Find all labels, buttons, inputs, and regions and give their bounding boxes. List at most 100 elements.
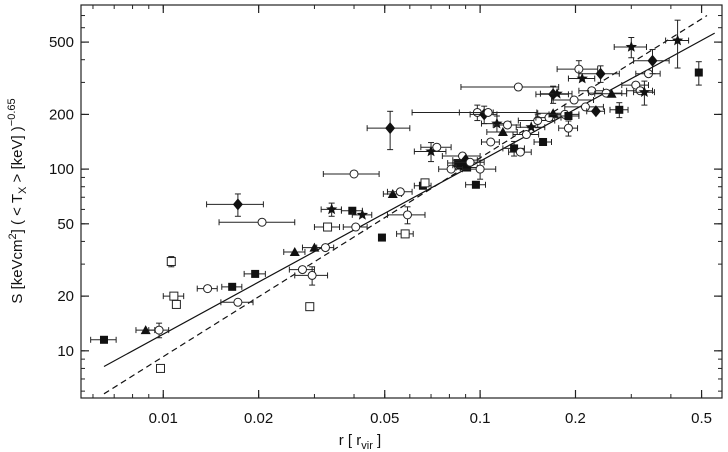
data-point xyxy=(539,87,573,99)
open-circle-marker xyxy=(257,217,267,227)
data-point xyxy=(533,137,552,146)
open-circle-marker xyxy=(432,142,442,152)
data-point xyxy=(221,282,243,291)
star-marker xyxy=(638,86,651,97)
open-circle-marker xyxy=(297,265,307,275)
y-tick-label: 10 xyxy=(57,343,74,360)
x-tick-label: 0.2 xyxy=(565,410,586,427)
x-axis-label: r [ rvir ] xyxy=(339,432,381,452)
star-marker xyxy=(625,41,637,52)
filled-square-marker xyxy=(348,206,357,215)
star-marker xyxy=(425,145,437,157)
filled-diamond-marker xyxy=(595,67,606,80)
y-tick-label: 100 xyxy=(49,161,74,178)
open-circle-marker xyxy=(349,169,359,179)
filled-diamond-marker xyxy=(590,105,601,118)
star-marker xyxy=(551,87,563,99)
open-circle-marker xyxy=(521,130,531,140)
open-circle-marker xyxy=(483,107,493,117)
open-circle-marker xyxy=(203,284,213,294)
star-marker xyxy=(491,117,503,129)
data-point xyxy=(556,111,580,120)
data-point xyxy=(243,269,266,278)
open-circle-marker xyxy=(569,95,579,105)
filled-square-marker xyxy=(99,335,108,344)
data-point xyxy=(386,187,413,197)
data-point xyxy=(556,60,599,80)
filled-diamond-marker xyxy=(548,88,559,101)
y-tick-label: 50 xyxy=(57,216,74,233)
data-point xyxy=(155,363,165,373)
solid-fit-line xyxy=(103,32,715,368)
x-tick-label: 0.01 xyxy=(149,410,178,427)
data-point xyxy=(465,180,487,189)
y-tick-label: 20 xyxy=(57,288,74,305)
open-circle-marker xyxy=(502,120,512,130)
filled-square-marker xyxy=(463,163,472,172)
data-point xyxy=(316,243,335,253)
open-circle-marker xyxy=(233,297,243,307)
x-tick-label: 0.1 xyxy=(470,410,491,427)
data-point xyxy=(288,265,315,275)
y-axis-ticks: 10 20 50 100 200 500 xyxy=(49,4,722,392)
open-circle-marker xyxy=(465,157,475,167)
data-point xyxy=(633,49,670,75)
filled-triangle-marker xyxy=(289,246,300,256)
filled-square-marker xyxy=(377,233,386,242)
data-point xyxy=(609,102,629,119)
fit-lines xyxy=(103,15,715,395)
data-point xyxy=(508,147,532,157)
data-point xyxy=(420,178,430,188)
open-circle-marker xyxy=(307,270,317,280)
dashed-fit-line xyxy=(103,15,708,395)
y-tick-label: 500 xyxy=(49,34,74,51)
filled-square-marker xyxy=(456,161,465,170)
x-tick-label: 0.05 xyxy=(370,410,399,427)
filled-diamond-marker xyxy=(232,198,243,211)
y-axis-label: S [keVcm2] ( < TX > [keV] )−0.65 xyxy=(6,98,29,303)
data-point xyxy=(635,69,661,79)
data-point xyxy=(558,120,579,137)
filled-square-marker xyxy=(251,269,260,278)
open-circle-marker xyxy=(563,123,573,133)
filled-triangle-marker xyxy=(548,108,559,118)
data-point xyxy=(460,82,560,92)
open-circle-marker xyxy=(580,102,590,112)
open-circle-marker xyxy=(515,147,525,157)
data-point xyxy=(665,19,690,69)
filled-square-marker xyxy=(510,144,519,153)
data-point xyxy=(413,142,447,163)
data-point xyxy=(196,284,218,294)
open-square-marker xyxy=(171,299,181,309)
star-marker xyxy=(576,72,588,84)
filled-square-marker xyxy=(228,282,237,291)
star-marker xyxy=(326,203,338,215)
x-tick-label: 0.5 xyxy=(691,410,712,427)
data-point xyxy=(441,151,481,161)
filled-triangle-marker xyxy=(497,127,508,137)
data-point xyxy=(633,80,655,106)
open-square-marker xyxy=(323,222,333,232)
data-point xyxy=(613,36,647,59)
data-point xyxy=(377,233,386,242)
filled-triangle-marker xyxy=(140,325,151,335)
open-circle-marker xyxy=(154,325,164,335)
data-point xyxy=(453,157,485,167)
data-point xyxy=(220,297,254,307)
data-point xyxy=(166,256,176,268)
y-tick-label: 200 xyxy=(49,106,74,123)
star-marker xyxy=(525,121,537,133)
data-point xyxy=(171,299,181,309)
filled-triangle-marker xyxy=(606,88,617,98)
data-point xyxy=(294,266,329,286)
data-point xyxy=(469,105,498,125)
open-circle-marker xyxy=(395,187,405,197)
open-square-marker xyxy=(166,257,176,267)
data-point xyxy=(411,107,538,117)
data-point xyxy=(148,322,170,339)
open-circle-marker xyxy=(486,137,496,147)
open-square-marker xyxy=(169,291,179,301)
data-point xyxy=(694,61,703,86)
data-point xyxy=(313,222,341,232)
data-point xyxy=(305,302,315,312)
